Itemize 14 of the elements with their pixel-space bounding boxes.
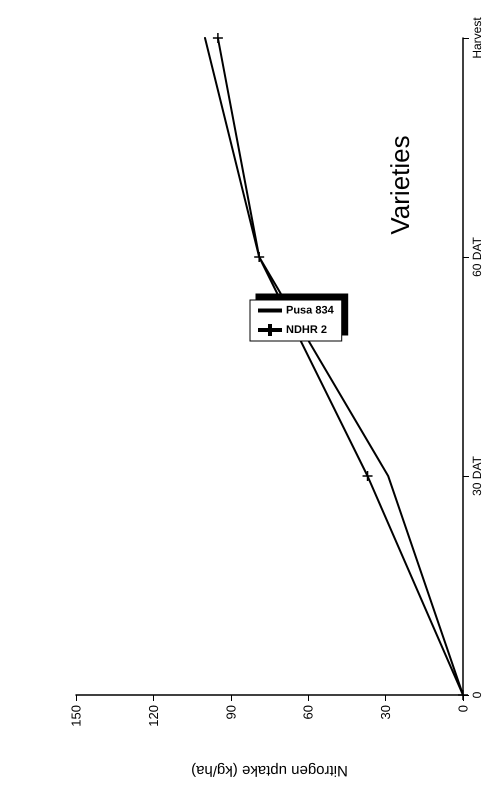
y-tick-label: 30 DAT bbox=[470, 455, 484, 496]
x-tick-label: 120 bbox=[146, 705, 161, 727]
x-tick-label: 60 bbox=[300, 705, 316, 720]
x-tick-label: 150 bbox=[68, 705, 84, 727]
x-axis-title: Nitrogen uptake (kg/ha) bbox=[191, 762, 348, 779]
y-tick-label: Harvest bbox=[470, 16, 484, 59]
text: Varieties bbox=[385, 135, 415, 235]
x-tick-label: 0 bbox=[456, 705, 470, 712]
y-tick-label: 60 DAT bbox=[470, 236, 484, 277]
legend-label: NDHR 2 bbox=[286, 324, 327, 336]
x-tick-label: 90 bbox=[223, 705, 238, 720]
y-tick-label: 0 bbox=[470, 691, 484, 698]
x-tick-label: 30 bbox=[378, 705, 394, 720]
legend-label: Pusa 834 bbox=[286, 304, 335, 316]
